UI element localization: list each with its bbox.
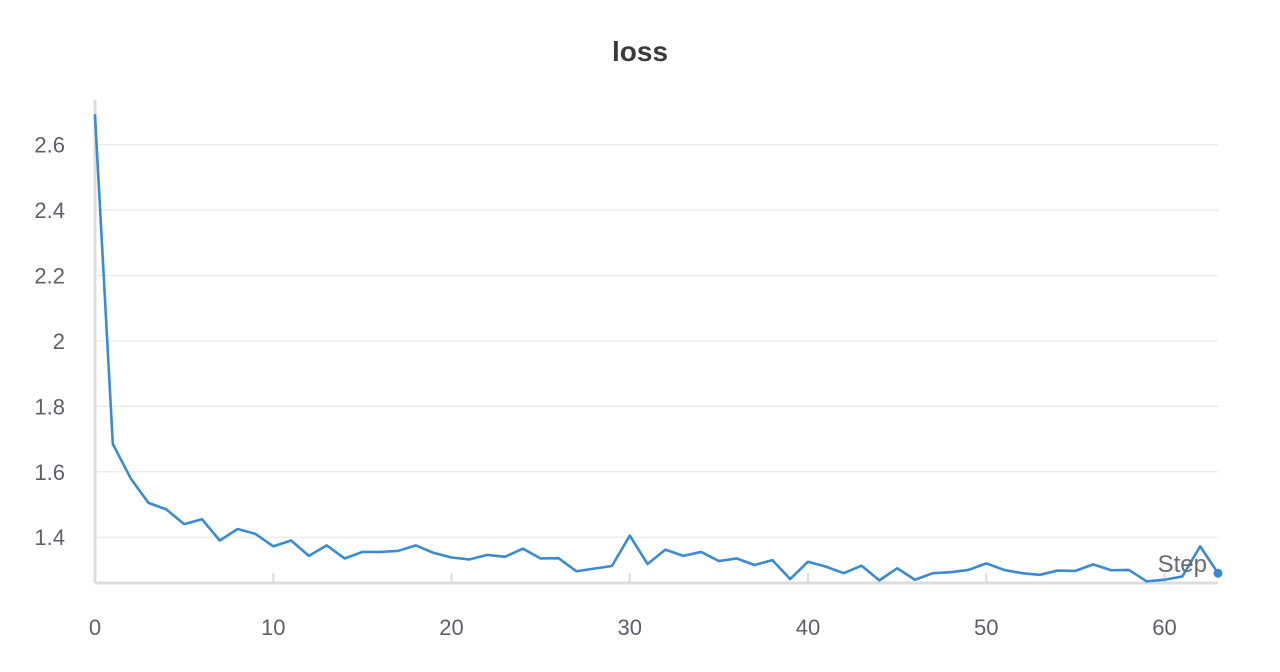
- y-tick-labels: 1.4 1.6 1.8 2 2.2 2.4 2.6: [34, 133, 65, 550]
- gridlines: [95, 144, 1218, 538]
- y-tick-label: 2: [53, 329, 65, 354]
- y-tick-label: 1.4: [34, 525, 65, 550]
- series-layer: [93, 113, 1223, 583]
- y-tick-label: 2.6: [34, 133, 65, 158]
- x-tick-labels: 0 10 20 30 40 50 60: [89, 615, 1177, 640]
- x-tick-label: 60: [1152, 615, 1176, 640]
- x-tick-label: 0: [89, 615, 101, 640]
- y-tick-label: 2.2: [34, 264, 65, 289]
- x-tick-label: 50: [974, 615, 998, 640]
- axes: [93, 100, 1218, 585]
- chart-title: loss: [611, 36, 669, 67]
- x-tick-label: 10: [261, 615, 285, 640]
- last-point-marker: [1213, 568, 1223, 578]
- x-tick-label: 20: [439, 615, 463, 640]
- y-tick-label: 1.6: [34, 460, 65, 485]
- loss-series-line: [93, 113, 1220, 583]
- y-tick-label: 2.4: [34, 198, 65, 223]
- x-tick-label: 30: [618, 615, 642, 640]
- x-tick-label: 40: [796, 615, 820, 640]
- x-axis-label: Step: [1158, 551, 1207, 578]
- y-tick-label: 1.8: [34, 394, 65, 419]
